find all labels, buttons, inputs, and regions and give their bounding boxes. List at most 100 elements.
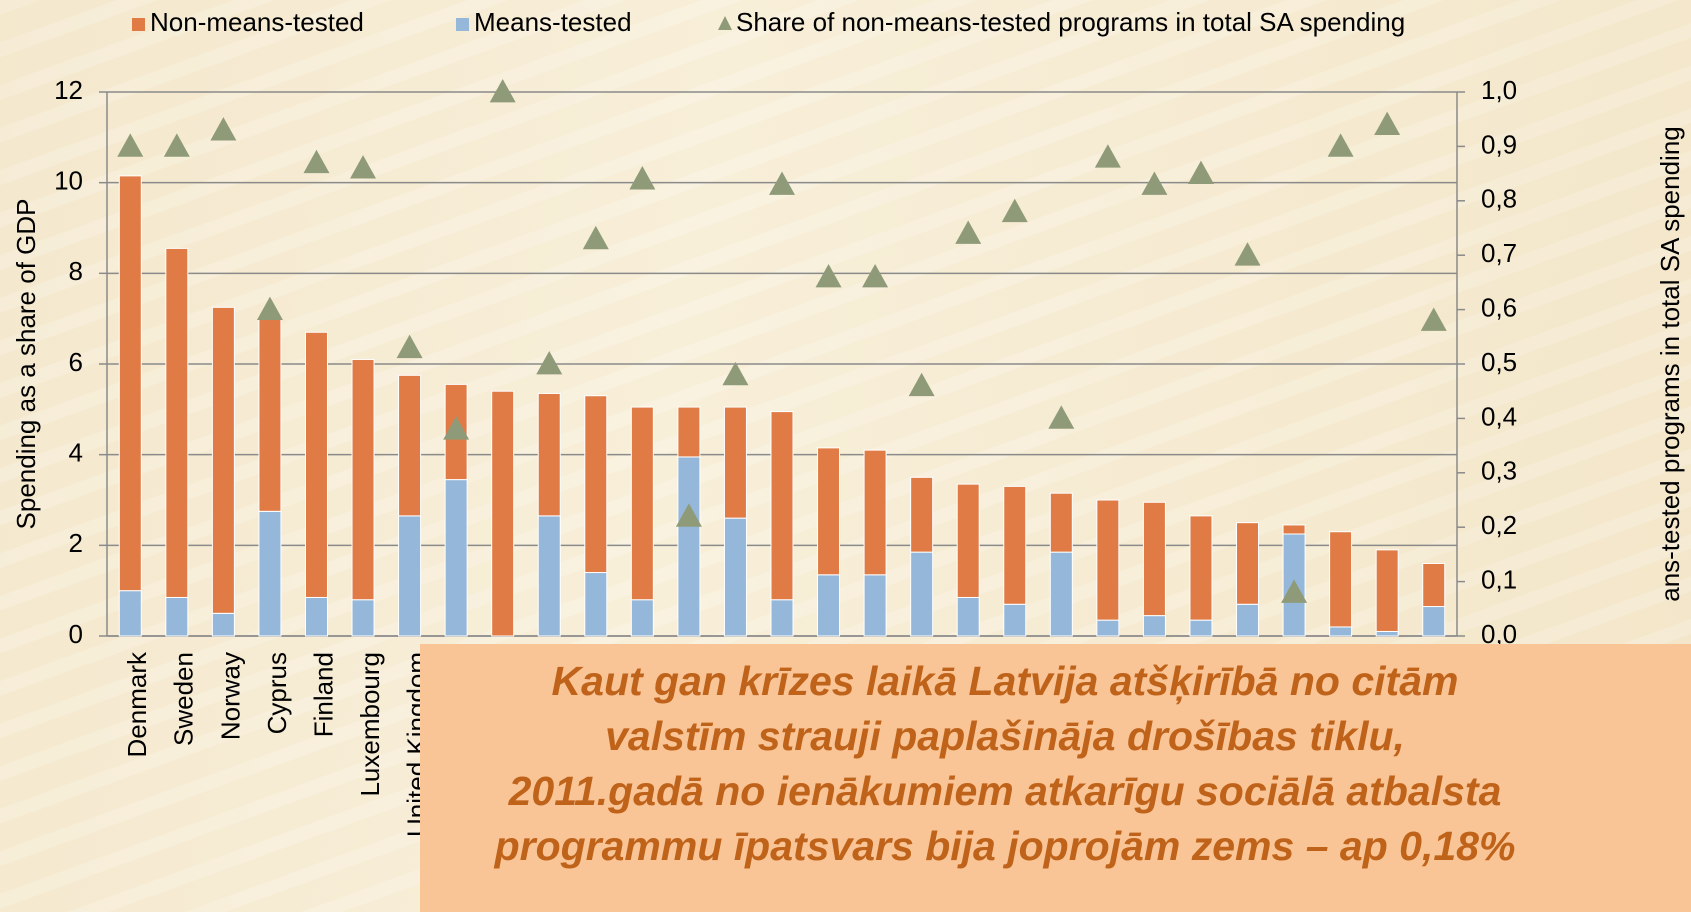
legend-label: Non-means-tested	[150, 7, 364, 37]
bar-segment	[444, 479, 468, 637]
point	[815, 263, 842, 288]
bar-segment	[165, 247, 189, 598]
legend-label: Share of non-means-tested programs in to…	[736, 7, 1405, 37]
x-tick-label: Sweden	[169, 652, 199, 746]
x-tick-label: Norway	[215, 652, 245, 740]
bar-segment	[817, 574, 841, 637]
bar-segment	[723, 517, 747, 637]
bar-segment	[677, 406, 701, 458]
bar-segment	[1422, 562, 1446, 608]
bar-segment	[351, 358, 375, 601]
legend: Non-means-tested Means-tested Share of non…	[132, 7, 1405, 37]
y-tick-label: 10	[54, 166, 83, 196]
bar-segment	[677, 456, 701, 637]
point	[1094, 144, 1121, 168]
y-tick-label: 0	[69, 619, 83, 649]
bar-segment	[1049, 492, 1073, 553]
annotation-line: valstīm strauji paplašināja drošības tik…	[605, 713, 1405, 759]
plot-area: 0 2 4 6 8 10 12 0,0 0,1 0,2 0,3 0,4 0,5 0,6 0,7 0,8 0,9 1…	[54, 75, 1517, 837]
bar-segment	[304, 331, 328, 598]
bar-segment	[211, 306, 235, 614]
bar-segment	[584, 395, 608, 574]
point	[256, 296, 283, 320]
point	[210, 117, 237, 141]
bar-segment	[1049, 551, 1073, 637]
bar-segment	[1236, 522, 1260, 605]
bar-segment	[351, 599, 375, 637]
point	[163, 133, 190, 157]
legend-label: Means-tested	[474, 7, 632, 37]
y2-tick-label: 1,0	[1481, 75, 1517, 105]
bar-segment	[956, 483, 980, 598]
legend-marker	[718, 16, 732, 30]
bar-segment	[863, 449, 887, 576]
point	[303, 149, 330, 174]
y-axis-label: Spending as a share of GDP	[11, 199, 41, 530]
point	[443, 416, 470, 440]
y2-axis-label: ans-tested programs in total SA spending	[1655, 126, 1685, 602]
y2-tick-label: 0,0	[1481, 619, 1517, 649]
bar-segment	[1422, 606, 1446, 637]
point	[1327, 133, 1354, 157]
point	[769, 171, 795, 195]
bar-segment	[910, 551, 934, 637]
y-tick-label: 12	[54, 75, 83, 105]
point	[582, 225, 609, 250]
bar-segment	[258, 510, 282, 637]
bar-segment	[1375, 630, 1399, 637]
annotation-box: Kaut gan krīzes laikā Latvija atšķirībā …	[420, 644, 1691, 912]
bar-segment	[304, 596, 328, 637]
y2-tick-label: 0,5	[1481, 347, 1517, 377]
point	[629, 166, 656, 190]
bar-segment	[1096, 619, 1120, 637]
bar-segment	[630, 599, 654, 637]
x-tick-label: Denmark	[122, 651, 152, 757]
bar-segment	[863, 574, 887, 637]
bar-segment	[1189, 515, 1213, 621]
bar-segment	[956, 596, 980, 637]
bar-segment	[1329, 531, 1353, 628]
bar-segment	[1096, 499, 1120, 621]
bar-segment	[1142, 615, 1166, 637]
point	[955, 220, 982, 244]
y-tick-label: 8	[69, 256, 83, 286]
y-tick-label: 6	[69, 347, 83, 377]
point	[117, 133, 144, 157]
legend-marker	[132, 18, 145, 31]
point	[1234, 242, 1261, 266]
y2-tick-label: 0,6	[1481, 292, 1517, 322]
bar-segment	[1003, 603, 1027, 637]
bar-segment	[537, 392, 561, 517]
bar-segment	[723, 406, 747, 519]
point	[1281, 579, 1308, 603]
bar-segment	[910, 476, 934, 553]
bar-segment	[1329, 626, 1353, 637]
bar-segment	[1189, 619, 1213, 637]
bar-segment	[770, 599, 794, 637]
point	[536, 351, 563, 375]
bar-segment	[1282, 524, 1306, 535]
bar-segment	[1375, 549, 1399, 632]
point	[1001, 198, 1028, 223]
bar-segment	[398, 374, 422, 517]
annotation-background	[420, 644, 1691, 912]
bar-segment	[1142, 501, 1166, 617]
bar-segment	[118, 590, 142, 637]
bar-segment	[165, 596, 189, 637]
y2-tick-label: 0,9	[1481, 129, 1517, 159]
bar-segment	[1003, 485, 1027, 605]
point	[722, 361, 749, 386]
y2-tick-label: 0,8	[1481, 184, 1517, 214]
point	[489, 79, 516, 103]
point	[862, 263, 889, 288]
bar-segment	[584, 572, 608, 637]
bar-segment	[211, 612, 235, 637]
legend-marker	[456, 18, 469, 31]
point	[1374, 111, 1401, 136]
annotation-line: 2011.gadā no ienākumiem atkarīgu sociālā…	[508, 768, 1502, 814]
x-tick-label: Finland	[308, 652, 338, 737]
y2-tick-label: 0,2	[1481, 510, 1517, 540]
point	[396, 334, 423, 359]
point	[1420, 307, 1447, 331]
